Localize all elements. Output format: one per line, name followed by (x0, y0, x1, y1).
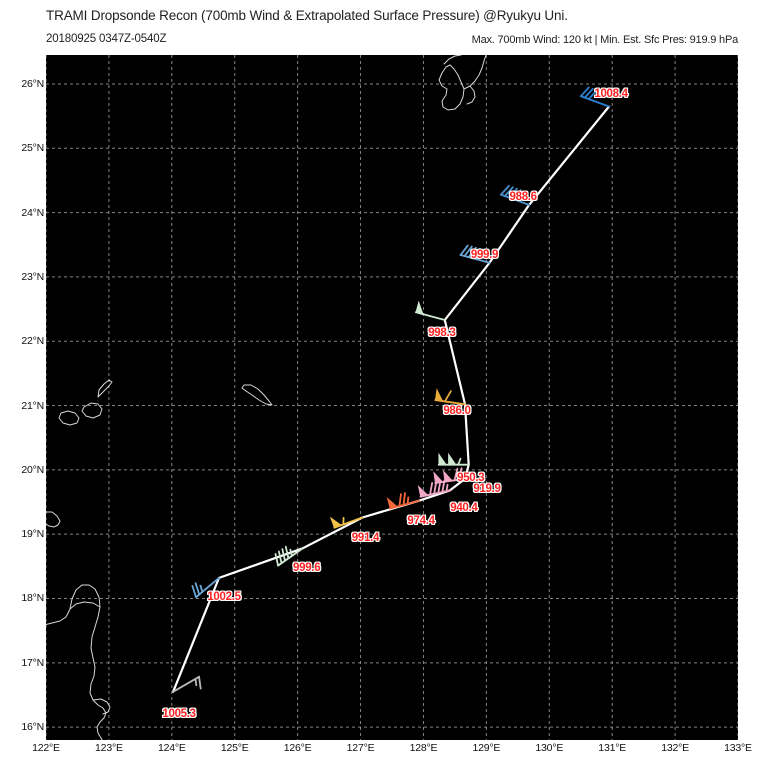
wind-barb-d11 (459, 244, 491, 264)
y-tick-label: 24°N (21, 206, 44, 219)
wind-barb-d05 (386, 492, 421, 510)
x-tick-label: 132°E (661, 742, 689, 754)
x-tick-label: 125°E (220, 742, 249, 754)
wind-barb-d08 (437, 452, 470, 466)
pressure-label-d10: 998.3 (428, 326, 456, 339)
summary-stats-label: Max. 700mb Wind: 120 kt | Min. Est. Sfc … (471, 34, 739, 46)
wind-barb-d10 (414, 300, 446, 321)
x-tick-label: 129°E (472, 742, 501, 754)
x-tick-label: 131°E (598, 742, 627, 754)
gridlines (46, 55, 738, 740)
wind-barb-d13 (579, 86, 610, 108)
wind-barb-layer (172, 86, 610, 693)
x-tick-label: 123°E (95, 742, 123, 754)
x-axis-longitude: 122°E 123°E 124°E 125°E 126°E 127°E 128°E 129°E… (32, 742, 752, 766)
pressure-label-d13: 1008.4 (594, 88, 628, 101)
pressure-label-d05: 974.4 (407, 514, 435, 527)
page-title: TRAMI Dropsonde Recon (700mb Wind & Extr… (46, 8, 568, 23)
x-tick-label: 124°E (157, 742, 186, 754)
y-tick-label: 16°N (21, 721, 44, 734)
y-tick-label: 22°N (21, 335, 44, 348)
pressure-label-d12: 988.6 (509, 190, 538, 203)
map-plot-area: 1005.3 1002.5 999.6 991.4 974.4 940.4 919.9 950… (46, 55, 738, 740)
y-tick-label: 19°N (21, 528, 44, 541)
wind-barb-d09 (434, 388, 466, 406)
wind-barb-d02 (191, 576, 220, 599)
pressure-label-d08: 950.3 (457, 471, 485, 484)
map-canvas (46, 55, 738, 740)
pressure-label-d06: 940.4 (450, 502, 478, 515)
x-tick-label: 133°E (724, 742, 752, 754)
time-range-label: 20180925 0347Z-0540Z (46, 33, 167, 45)
chart-header: TRAMI Dropsonde Recon (700mb Wind & Extr… (0, 0, 765, 55)
pressure-label-d03: 999.6 (293, 562, 321, 575)
wind-barb-d03 (274, 545, 304, 567)
y-axis-latitude: 16°N 17°N 18°N 19°N 20°N 21°N 22°N 23°N 24°N 25°N… (0, 55, 44, 740)
y-tick-label: 23°N (21, 270, 44, 283)
x-tick-label: 126°E (283, 742, 312, 754)
x-tick-label: 130°E (535, 742, 564, 754)
storm-track-line (171, 105, 611, 693)
wind-barb-d12 (500, 184, 531, 206)
pressure-label-d09: 986.0 (443, 405, 471, 418)
y-tick-label: 25°N (21, 142, 44, 155)
coastline-layer (46, 55, 487, 740)
x-tick-label: 128°E (409, 742, 438, 754)
y-tick-label: 21°N (21, 399, 44, 412)
wind-barb-d04 (329, 516, 364, 529)
pressure-label-d04: 991.4 (351, 532, 380, 545)
y-tick-label: 20°N (21, 463, 44, 476)
pressure-label-d01: 1005.3 (162, 707, 196, 720)
wind-barb-d07 (433, 467, 466, 484)
wind-barb-d01 (172, 675, 202, 693)
y-tick-label: 18°N (21, 592, 44, 605)
x-tick-label: 127°E (346, 742, 375, 754)
y-tick-label: 26°N (21, 77, 44, 90)
y-tick-label: 17°N (21, 656, 44, 669)
pressure-label-d02: 1002.5 (207, 590, 241, 603)
pressure-label-d11: 999.9 (470, 248, 499, 261)
x-tick-label: 122°E (32, 742, 60, 754)
pressure-label-d07: 919.9 (473, 482, 501, 495)
